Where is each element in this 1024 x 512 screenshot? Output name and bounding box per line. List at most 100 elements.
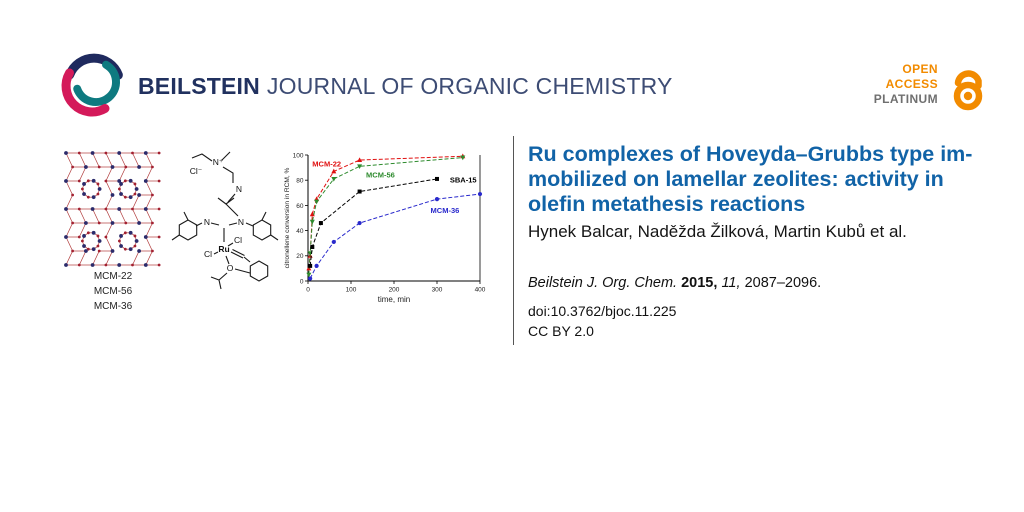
ring-atom	[91, 178, 96, 183]
lattice-atom	[77, 179, 81, 183]
lattice-atom	[137, 221, 141, 225]
lattice-atom	[90, 151, 95, 155]
data-point	[306, 272, 312, 278]
lattice-atom	[104, 235, 108, 239]
license-line: CC BY 2.0	[528, 323, 594, 339]
ring-atom	[82, 182, 86, 186]
x-tick-label: 0	[306, 287, 310, 294]
ring-atom	[123, 179, 127, 183]
lattice-atom	[84, 165, 88, 169]
lattice-bond	[105, 208, 113, 224]
lattice-bond	[65, 180, 73, 196]
y-axis-label: citronellene conversion in RCM, %	[284, 167, 291, 268]
lattice-bond	[105, 236, 113, 252]
atom-ru: Ru	[218, 244, 229, 254]
lattice-bond	[118, 166, 127, 182]
lattice-atom	[71, 193, 74, 197]
lattice-bond	[65, 250, 73, 266]
lattice-atom	[131, 207, 134, 211]
lattice-bond	[78, 152, 87, 168]
data-point	[318, 221, 323, 226]
data-point	[331, 176, 337, 182]
ring-atom	[119, 182, 123, 186]
lattice-bond	[105, 222, 113, 238]
lattice-atom	[77, 235, 81, 239]
data-point	[309, 211, 315, 217]
lattice-bond	[145, 152, 153, 168]
ring-atom	[123, 247, 127, 251]
x-tick-label: 200	[389, 287, 400, 294]
ring-atom	[82, 244, 86, 248]
ring-atom	[133, 234, 137, 238]
lattice-bond	[65, 166, 73, 182]
data-point	[357, 220, 362, 226]
ring-atom	[128, 178, 133, 183]
ring-atom	[86, 179, 90, 183]
brand-name: BEILSTEIN	[138, 73, 260, 99]
lattice-bond	[132, 208, 140, 224]
ring-atom	[128, 230, 133, 235]
lattice-atom	[143, 151, 148, 155]
zeolite-label-mcm56: MCM-56	[93, 286, 133, 297]
lattice-atom	[143, 235, 148, 239]
ring-atom	[128, 195, 133, 200]
ring-atom	[133, 182, 137, 186]
ring-atom	[96, 234, 100, 238]
lattice-atom	[104, 179, 108, 183]
lattice-atom	[71, 165, 74, 169]
data-point	[460, 155, 466, 161]
lattice-atom	[131, 151, 134, 155]
lattice-bond	[92, 250, 100, 266]
zeolite-label-mcm36: MCM-36	[93, 301, 133, 312]
series-label: SBA-15	[450, 176, 477, 185]
data-point	[434, 197, 440, 202]
lattice-atom	[64, 235, 68, 239]
open-access-label: OPEN ACCESS PLATINUM	[856, 62, 938, 107]
data-point	[314, 263, 319, 268]
lattice-bond	[145, 250, 153, 266]
data-point	[331, 168, 337, 174]
lattice-bond	[78, 208, 87, 224]
x-tick-label: 100	[346, 287, 357, 294]
y-tick-label: 80	[296, 178, 304, 185]
series-line-SBA-15	[309, 178, 438, 266]
lattice-bond	[145, 166, 153, 182]
lattice-bond	[145, 180, 153, 196]
lattice-atom	[143, 179, 148, 183]
lattice-atom	[151, 165, 154, 169]
lattice-atom	[110, 193, 115, 197]
lattice-bond	[65, 236, 73, 252]
y-tick-label: 60	[296, 203, 304, 210]
lattice-atom	[137, 193, 141, 197]
lattice-atom	[90, 207, 95, 211]
x-tick-label: 400	[475, 287, 486, 294]
series-label: MCM-56	[366, 171, 395, 180]
ring-atom	[86, 231, 90, 235]
data-point	[314, 199, 320, 205]
y-tick-label: 0	[300, 278, 304, 285]
lattice-atom	[137, 249, 141, 253]
x-axis-label: time, min	[378, 295, 410, 304]
journal-name: JOURNAL OF ORGANIC CHEMISTRY	[266, 73, 673, 99]
lattice-bond	[65, 222, 73, 238]
lattice-atom	[131, 263, 134, 267]
lattice-atom	[64, 151, 68, 155]
page-title: Ru complexes of Hoveyda–Grubbs type im- …	[528, 142, 1000, 217]
title-line-3: olefin metathesis reactions	[528, 192, 806, 216]
lattice-atom	[64, 179, 68, 183]
ring-atom	[119, 234, 123, 238]
ring-atom	[86, 195, 90, 199]
ring-atom	[96, 192, 100, 196]
ring-atom	[86, 247, 90, 251]
lattice-atom	[151, 193, 154, 197]
lattice-bond	[145, 236, 153, 252]
ring-atom	[123, 195, 127, 199]
data-point	[357, 189, 362, 194]
lattice-bond	[105, 180, 113, 196]
data-point	[477, 191, 483, 197]
lattice-bond	[118, 208, 127, 224]
lattice-atom	[137, 165, 141, 169]
lattice-bond	[145, 208, 153, 224]
ring-atom	[96, 244, 100, 248]
